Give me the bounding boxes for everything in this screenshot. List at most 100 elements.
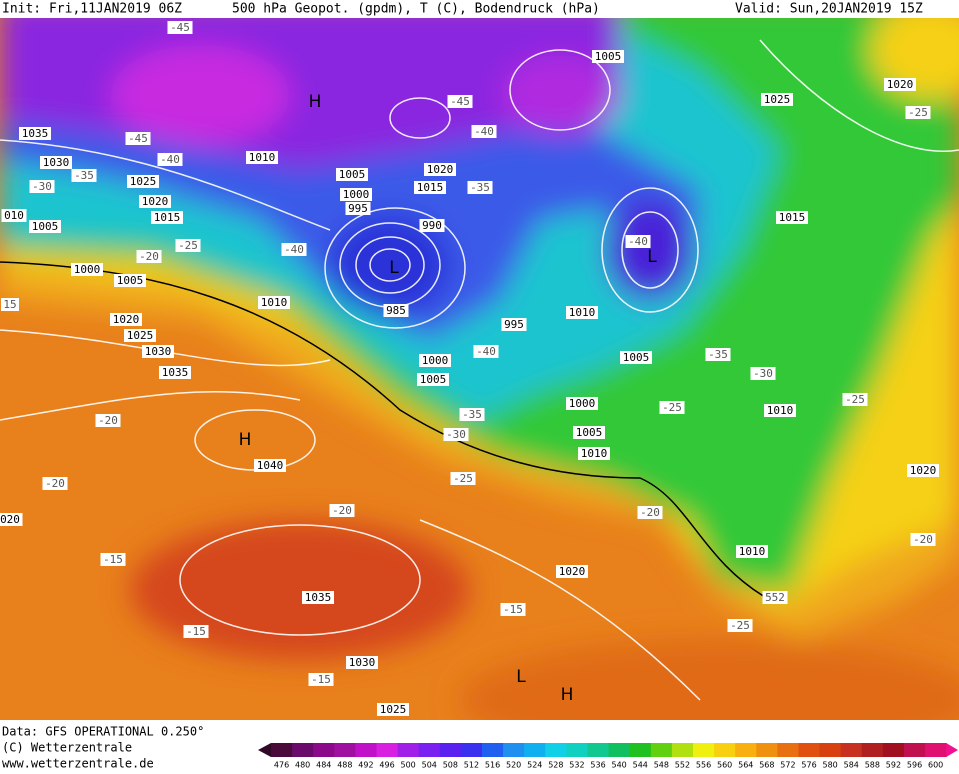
pressure-label-box: [139, 195, 171, 208]
colorbar-cell: [292, 743, 314, 757]
header-bar: [0, 0, 959, 18]
pressure-label-box: [884, 78, 916, 91]
colorbar-cell: [693, 743, 715, 757]
field-low-core-2: [605, 200, 695, 300]
pressure-center: H: [309, 92, 322, 112]
temperature-label: -25: [845, 393, 865, 406]
colorbar-cell: [714, 743, 736, 757]
temperature-label: -30: [32, 180, 52, 193]
colorbar-cell: [798, 743, 821, 757]
colorbar-cell: [671, 743, 694, 757]
isobar: [601, 187, 699, 313]
colorbar-label: 492: [358, 761, 373, 770]
temperature-label-box: [842, 393, 868, 406]
temperature-label-box: [637, 506, 663, 519]
pressure-label: 1030: [349, 656, 376, 669]
colorbar-label: 520: [506, 761, 521, 770]
pressure-label: 1000: [422, 354, 449, 367]
pressure-label: 990: [422, 219, 442, 232]
pressure-label-box: [19, 127, 51, 140]
pressure-label: 010: [4, 209, 24, 222]
pressure-label-box: [383, 304, 409, 317]
colorbar-label: 580: [823, 761, 838, 770]
colorbar-label: 504: [422, 761, 437, 770]
temperature-label-box: [71, 169, 97, 182]
colorbar-label: 476: [274, 761, 289, 770]
isobars: [0, 39, 959, 701]
temperature-label: -25: [908, 106, 928, 119]
colorbar-label: 556: [696, 761, 711, 770]
temperature-label: 552: [765, 591, 785, 604]
temperature-label: -15: [186, 625, 206, 638]
isobar: [0, 39, 959, 701]
isobar: [179, 524, 421, 636]
temperature-label: -40: [476, 345, 496, 358]
pressure-label-box: [566, 397, 598, 410]
colorbar-cell: [503, 743, 525, 757]
temperature-label-box: [471, 125, 497, 138]
pressure-label: 1035: [305, 591, 332, 604]
temperature-label-box: [1, 298, 19, 311]
colorbar-label: 544: [633, 761, 648, 770]
temperature-label-box: [459, 408, 485, 421]
pressure-label-box: [573, 426, 605, 439]
pressure-label-box: [0, 513, 23, 526]
colorbar-cell: [524, 743, 546, 757]
temperature-label: -15: [311, 673, 331, 686]
pressure-label-box: [29, 220, 61, 233]
pressure-label-box: [246, 151, 278, 164]
colorbar-cell: [904, 743, 926, 757]
isobar: [389, 97, 451, 139]
colorbar-end: [946, 743, 958, 757]
pressure-label-box: [302, 591, 334, 604]
temperature-label: -45: [128, 132, 148, 145]
pressure-label: 1000: [74, 263, 101, 276]
pressure-label: 1025: [380, 703, 407, 716]
colorbar-cell: [861, 743, 884, 757]
colorbar-label: 524: [527, 761, 542, 770]
pressure-label-box: [127, 175, 159, 188]
colorbar-cell: [819, 743, 842, 757]
pressure-label-box: [414, 181, 446, 194]
temperature-label-box: [125, 132, 151, 145]
colorbar-label: 540: [612, 761, 627, 770]
colorbar-cell: [608, 743, 631, 757]
pressure-label-box: [764, 404, 796, 417]
temperature-label-box: [136, 250, 162, 263]
temperature-label-box: [659, 401, 685, 414]
colorbar-cell: [418, 743, 441, 757]
pressure-label: 1005: [32, 220, 59, 233]
pressure-label-box: [346, 656, 378, 669]
map-title: 500 hPa Geopot. (gpdm), T (C), Bodendruc…: [232, 2, 600, 17]
colorbar-cell: [460, 743, 483, 757]
pressure-label-box: [124, 329, 156, 342]
temperature-label: -40: [284, 243, 304, 256]
pressure-label: 1020: [142, 195, 169, 208]
temperature-label-box: [450, 472, 476, 485]
pressure-label: 1030: [43, 156, 70, 169]
pressure-label-box: [254, 459, 286, 472]
pressure-label-box: [1, 209, 27, 222]
isobar: [509, 49, 611, 131]
field-low-core: [330, 215, 450, 315]
colorbar-label: 512: [464, 761, 479, 770]
colorbar-cell: [587, 743, 610, 757]
pressure-center: H: [239, 430, 252, 450]
pressure-label-box: [114, 274, 146, 287]
temperature-label-box: [467, 181, 493, 194]
colorbar-label: 516: [485, 761, 500, 770]
colorbar-label: 588: [865, 761, 880, 770]
pressure-label-box: [71, 263, 103, 276]
pressure-label: 1005: [117, 274, 144, 287]
colorbar-label: 548: [654, 761, 669, 770]
colorbar-label: 528: [548, 761, 563, 770]
pressure-label: 1025: [130, 175, 157, 188]
colorbar-cell: [397, 743, 420, 757]
colorbar-label: 480: [295, 761, 310, 770]
colorbar-cell: [925, 743, 947, 757]
pressure-label: 1020: [887, 78, 914, 91]
colorbar-label: 496: [379, 761, 394, 770]
pressure-label-box: [345, 202, 371, 215]
temperature-label-box: [29, 180, 55, 193]
